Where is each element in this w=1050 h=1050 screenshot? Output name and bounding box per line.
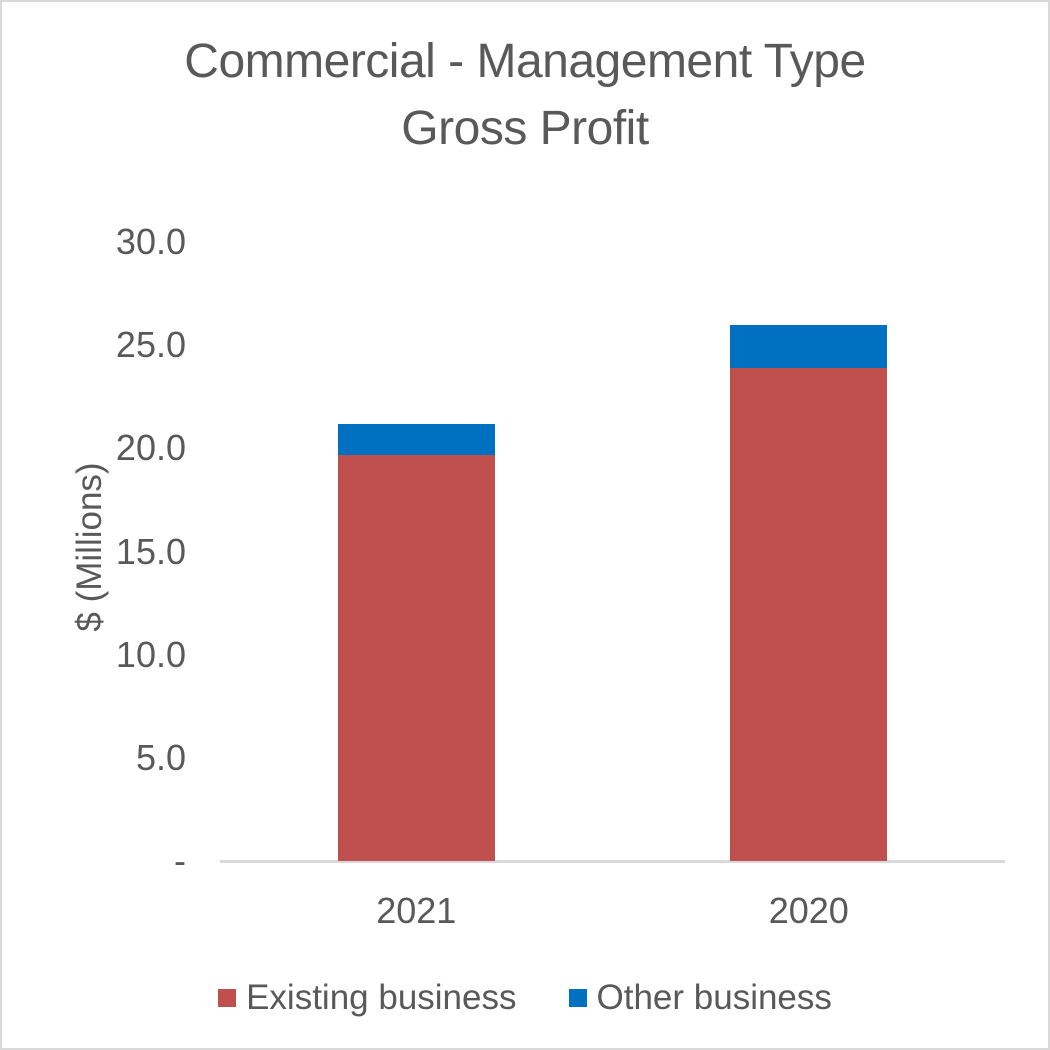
y-tick-label-250: 25.0 <box>115 324 186 366</box>
y-tick-label-150: 15.0 <box>115 530 186 572</box>
legend-swatch-icon <box>218 989 237 1007</box>
bar-2020-existing-business <box>730 368 887 861</box>
y-tick-label-50: 5.0 <box>135 736 186 778</box>
legend-label: Existing business <box>246 978 517 1017</box>
y-tick-label-100: 10.0 <box>115 633 186 675</box>
x-category-label-2020: 2020 <box>768 890 849 931</box>
bar-2021-existing-business <box>338 455 495 861</box>
chart-title-line-2: Gross Profit <box>401 102 649 155</box>
legend-item-existing-business: Existing business <box>218 978 517 1018</box>
y-tick-label--: - <box>174 840 186 881</box>
bar-2021-other-business <box>338 424 495 455</box>
legend-item-other-business: Other business <box>568 978 832 1018</box>
y-tick-label-200: 20.0 <box>115 427 186 469</box>
x-axis-line <box>220 860 1005 863</box>
x-category-label-2021: 2021 <box>376 890 457 931</box>
legend: Existing business Other business <box>2 978 1048 1018</box>
y-axis-title: $ (Millions) <box>70 462 109 632</box>
y-tick-label-300: 30.0 <box>115 221 186 262</box>
bar-2020-other-business <box>730 325 887 368</box>
chart-title-line-1: Commercial - Management Type <box>184 35 866 88</box>
legend-label: Other business <box>596 978 832 1017</box>
chart-title-block: Commercial - Management Type Gross Profi… <box>2 28 1048 162</box>
legend-swatch-icon <box>568 989 587 1007</box>
